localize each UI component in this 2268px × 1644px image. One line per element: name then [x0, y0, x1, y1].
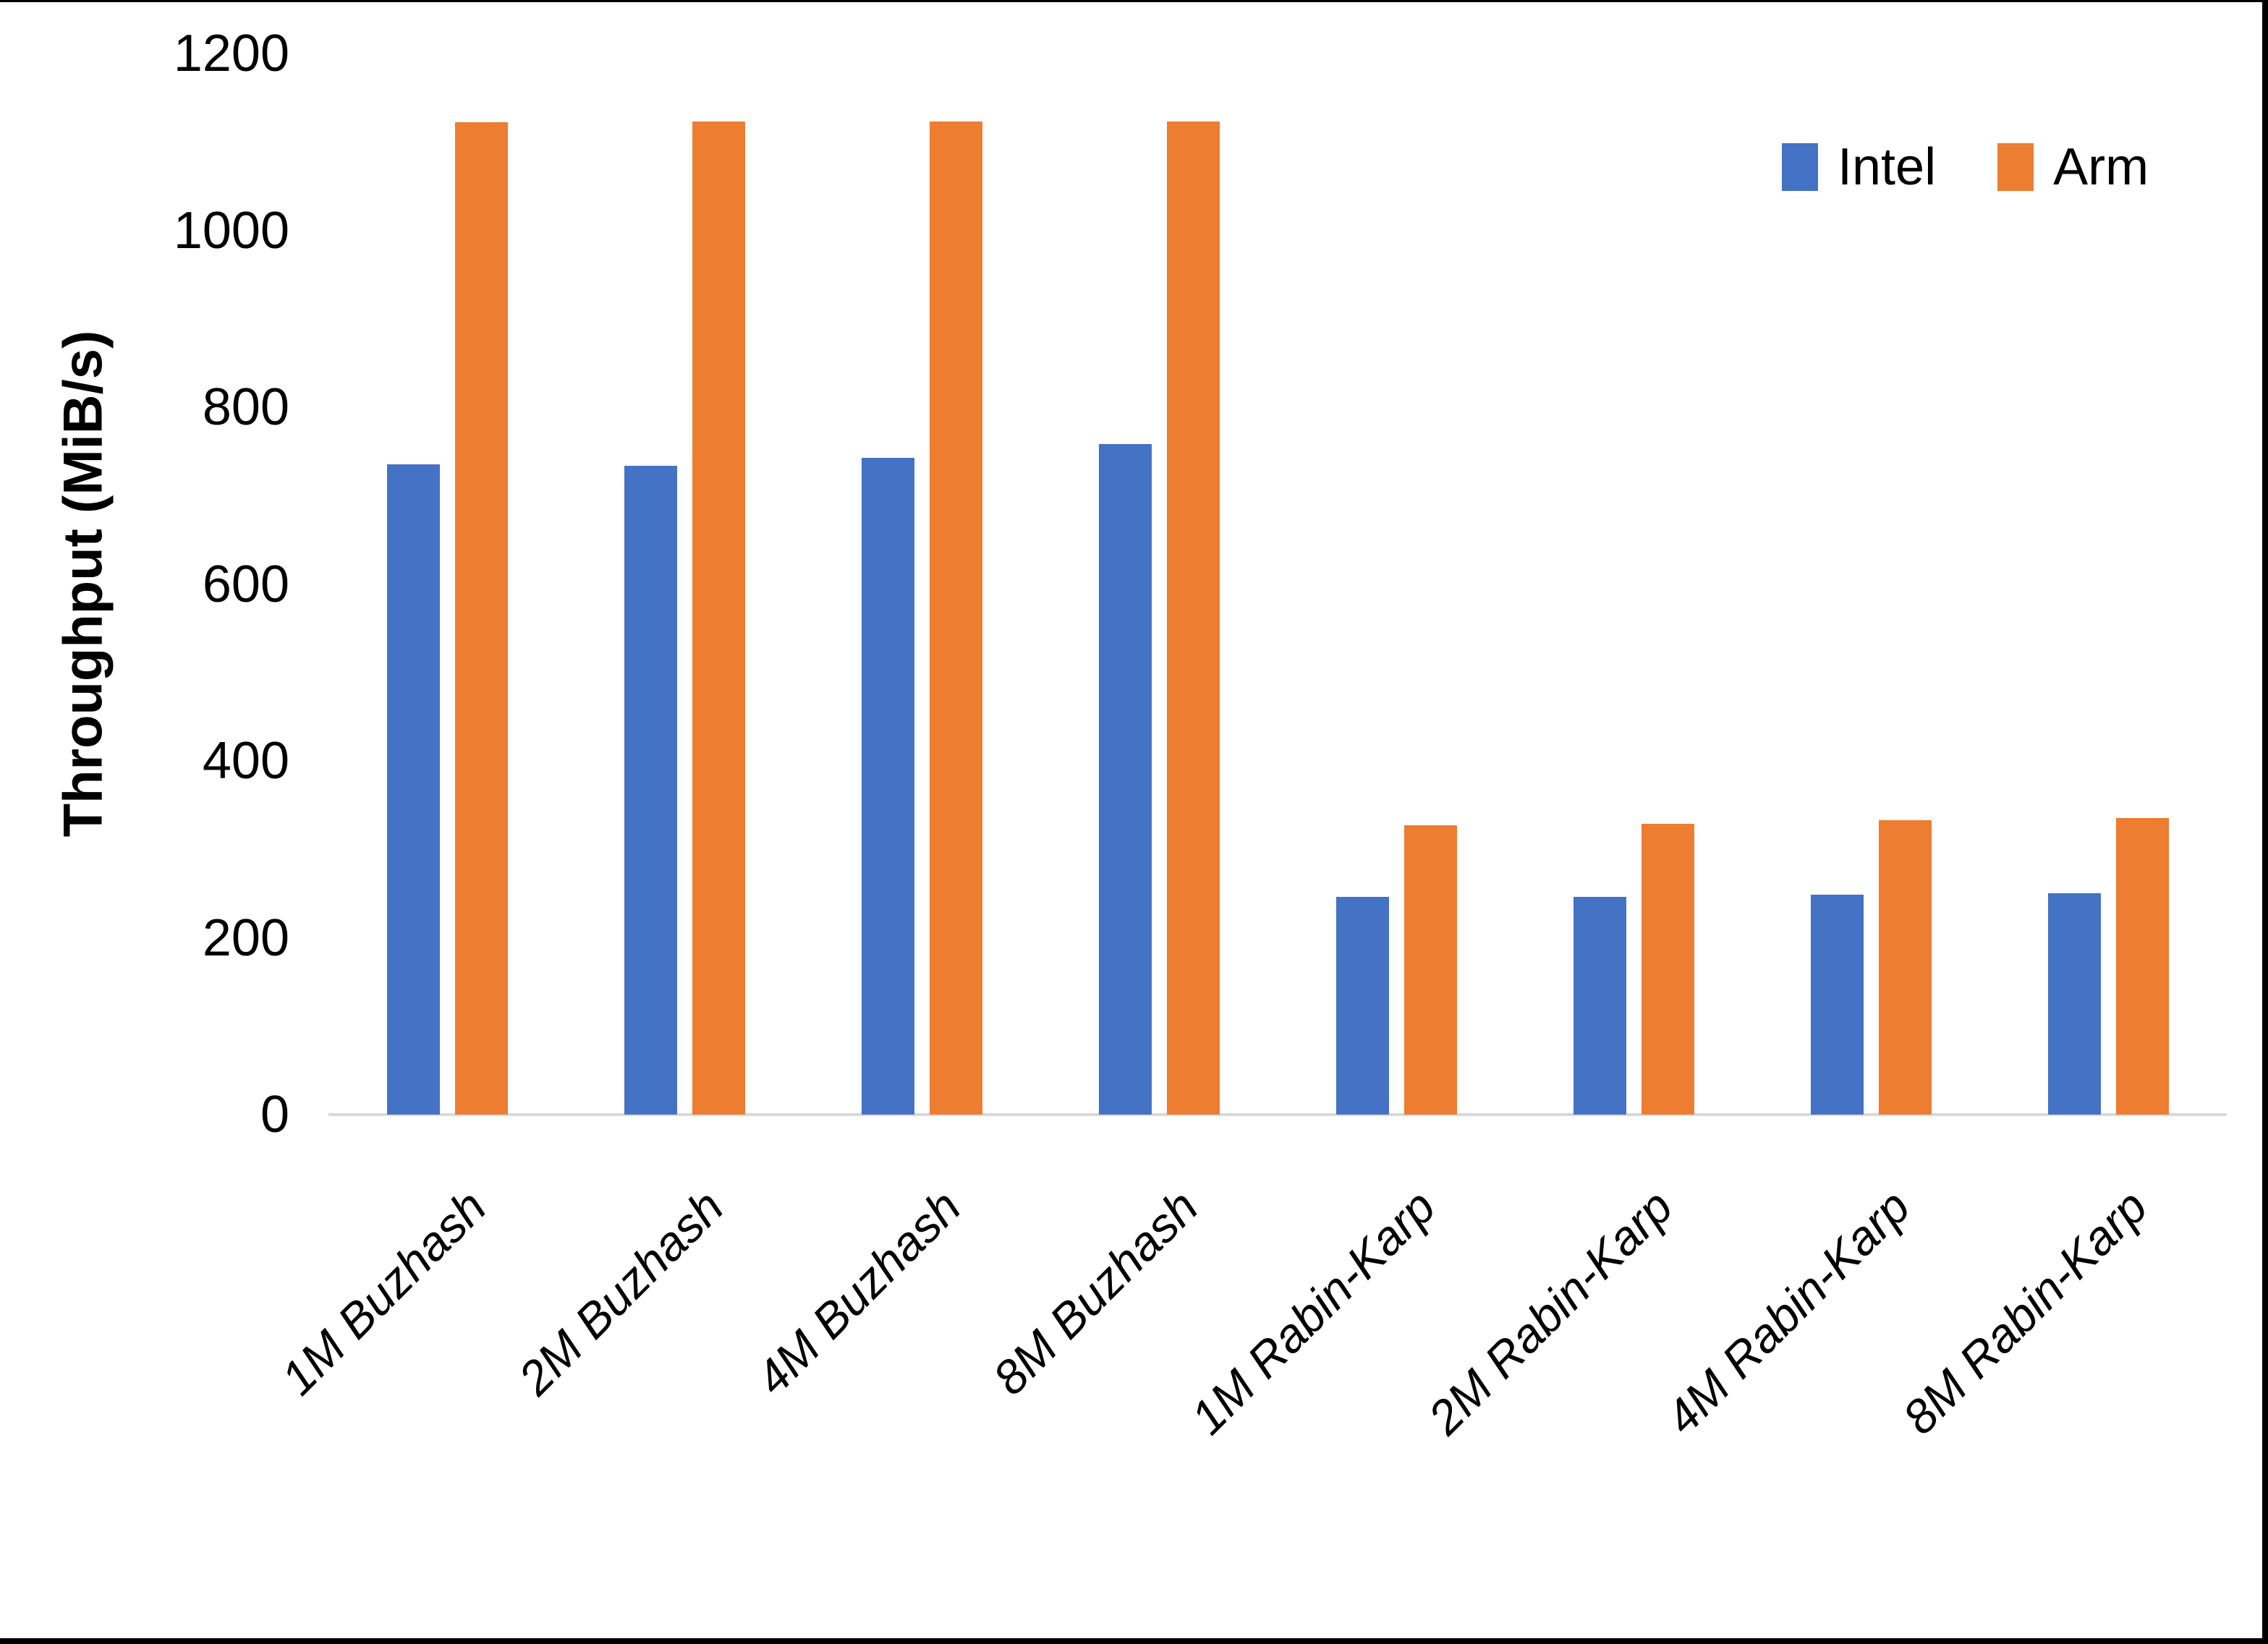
- bar-intel-2m-buzhash: [624, 465, 677, 1115]
- x-category-label-2m-rabin-karp: 2M Rabin-Karp: [1417, 1179, 1683, 1444]
- x-category-label-4m-buzhash: 4M Buzhash: [745, 1179, 972, 1405]
- bar-arm-8m-rabin-karp: [2115, 818, 2169, 1115]
- x-category-label-1m-buzhash: 1M Buzhash: [271, 1179, 497, 1405]
- legend: Intel Arm: [1782, 141, 2149, 193]
- legend-label-arm: Arm: [2053, 138, 2149, 196]
- bar-intel-1m-rabin-karp: [1335, 897, 1389, 1115]
- legend-item-arm: Arm: [1997, 141, 2149, 193]
- y-tick-label-800: 800: [202, 378, 289, 436]
- bar-arm-2m-rabin-karp: [1641, 823, 1694, 1115]
- bar-intel-1m-buzhash: [386, 464, 440, 1115]
- frame-right-border: [2262, 0, 2268, 1644]
- y-tick-label-400: 400: [202, 732, 289, 790]
- frame-bottom-border: [0, 1638, 2268, 1644]
- bar-intel-2m-rabin-karp: [1573, 897, 1626, 1115]
- x-axis-line: [328, 1113, 2227, 1116]
- y-tick-label-200: 200: [202, 908, 289, 967]
- legend-item-intel: Intel: [1782, 141, 1936, 193]
- y-tick-label-600: 600: [202, 555, 289, 613]
- bar-intel-4m-rabin-karp: [1810, 894, 1864, 1115]
- bar-arm-4m-rabin-karp: [1878, 819, 1932, 1115]
- x-category-label-8m-rabin-karp: 8M Rabin-Karp: [1892, 1179, 2158, 1444]
- legend-label-intel: Intel: [1838, 138, 1937, 196]
- bar-arm-2m-buzhash: [692, 122, 745, 1115]
- bar-intel-8m-rabin-karp: [2047, 893, 2101, 1115]
- bar-arm-1m-buzhash: [454, 122, 508, 1115]
- bar-intel-4m-buzhash: [861, 457, 914, 1115]
- x-category-label-1m-rabin-karp: 1M Rabin-Karp: [1180, 1179, 1446, 1444]
- bar-arm-1m-rabin-karp: [1403, 825, 1457, 1115]
- y-tick-label-1200: 1200: [173, 25, 289, 82]
- legend-swatch-arm: [1997, 143, 2034, 191]
- y-tick-label-0: 0: [260, 1086, 289, 1143]
- frame-top-border: [0, 0, 2268, 2]
- x-category-label-2m-buzhash: 2M Buzhash: [508, 1179, 734, 1405]
- y-tick-label-1000: 1000: [173, 201, 289, 260]
- bar-arm-4m-buzhash: [929, 122, 982, 1115]
- x-category-label-4m-rabin-karp: 4M Rabin-Karp: [1655, 1179, 1921, 1444]
- bar-arm-8m-buzhash: [1166, 122, 1220, 1115]
- x-category-label-8m-buzhash: 8M Buzhash: [982, 1179, 1209, 1405]
- legend-swatch-intel: [1782, 143, 1818, 191]
- bar-intel-8m-buzhash: [1098, 444, 1152, 1115]
